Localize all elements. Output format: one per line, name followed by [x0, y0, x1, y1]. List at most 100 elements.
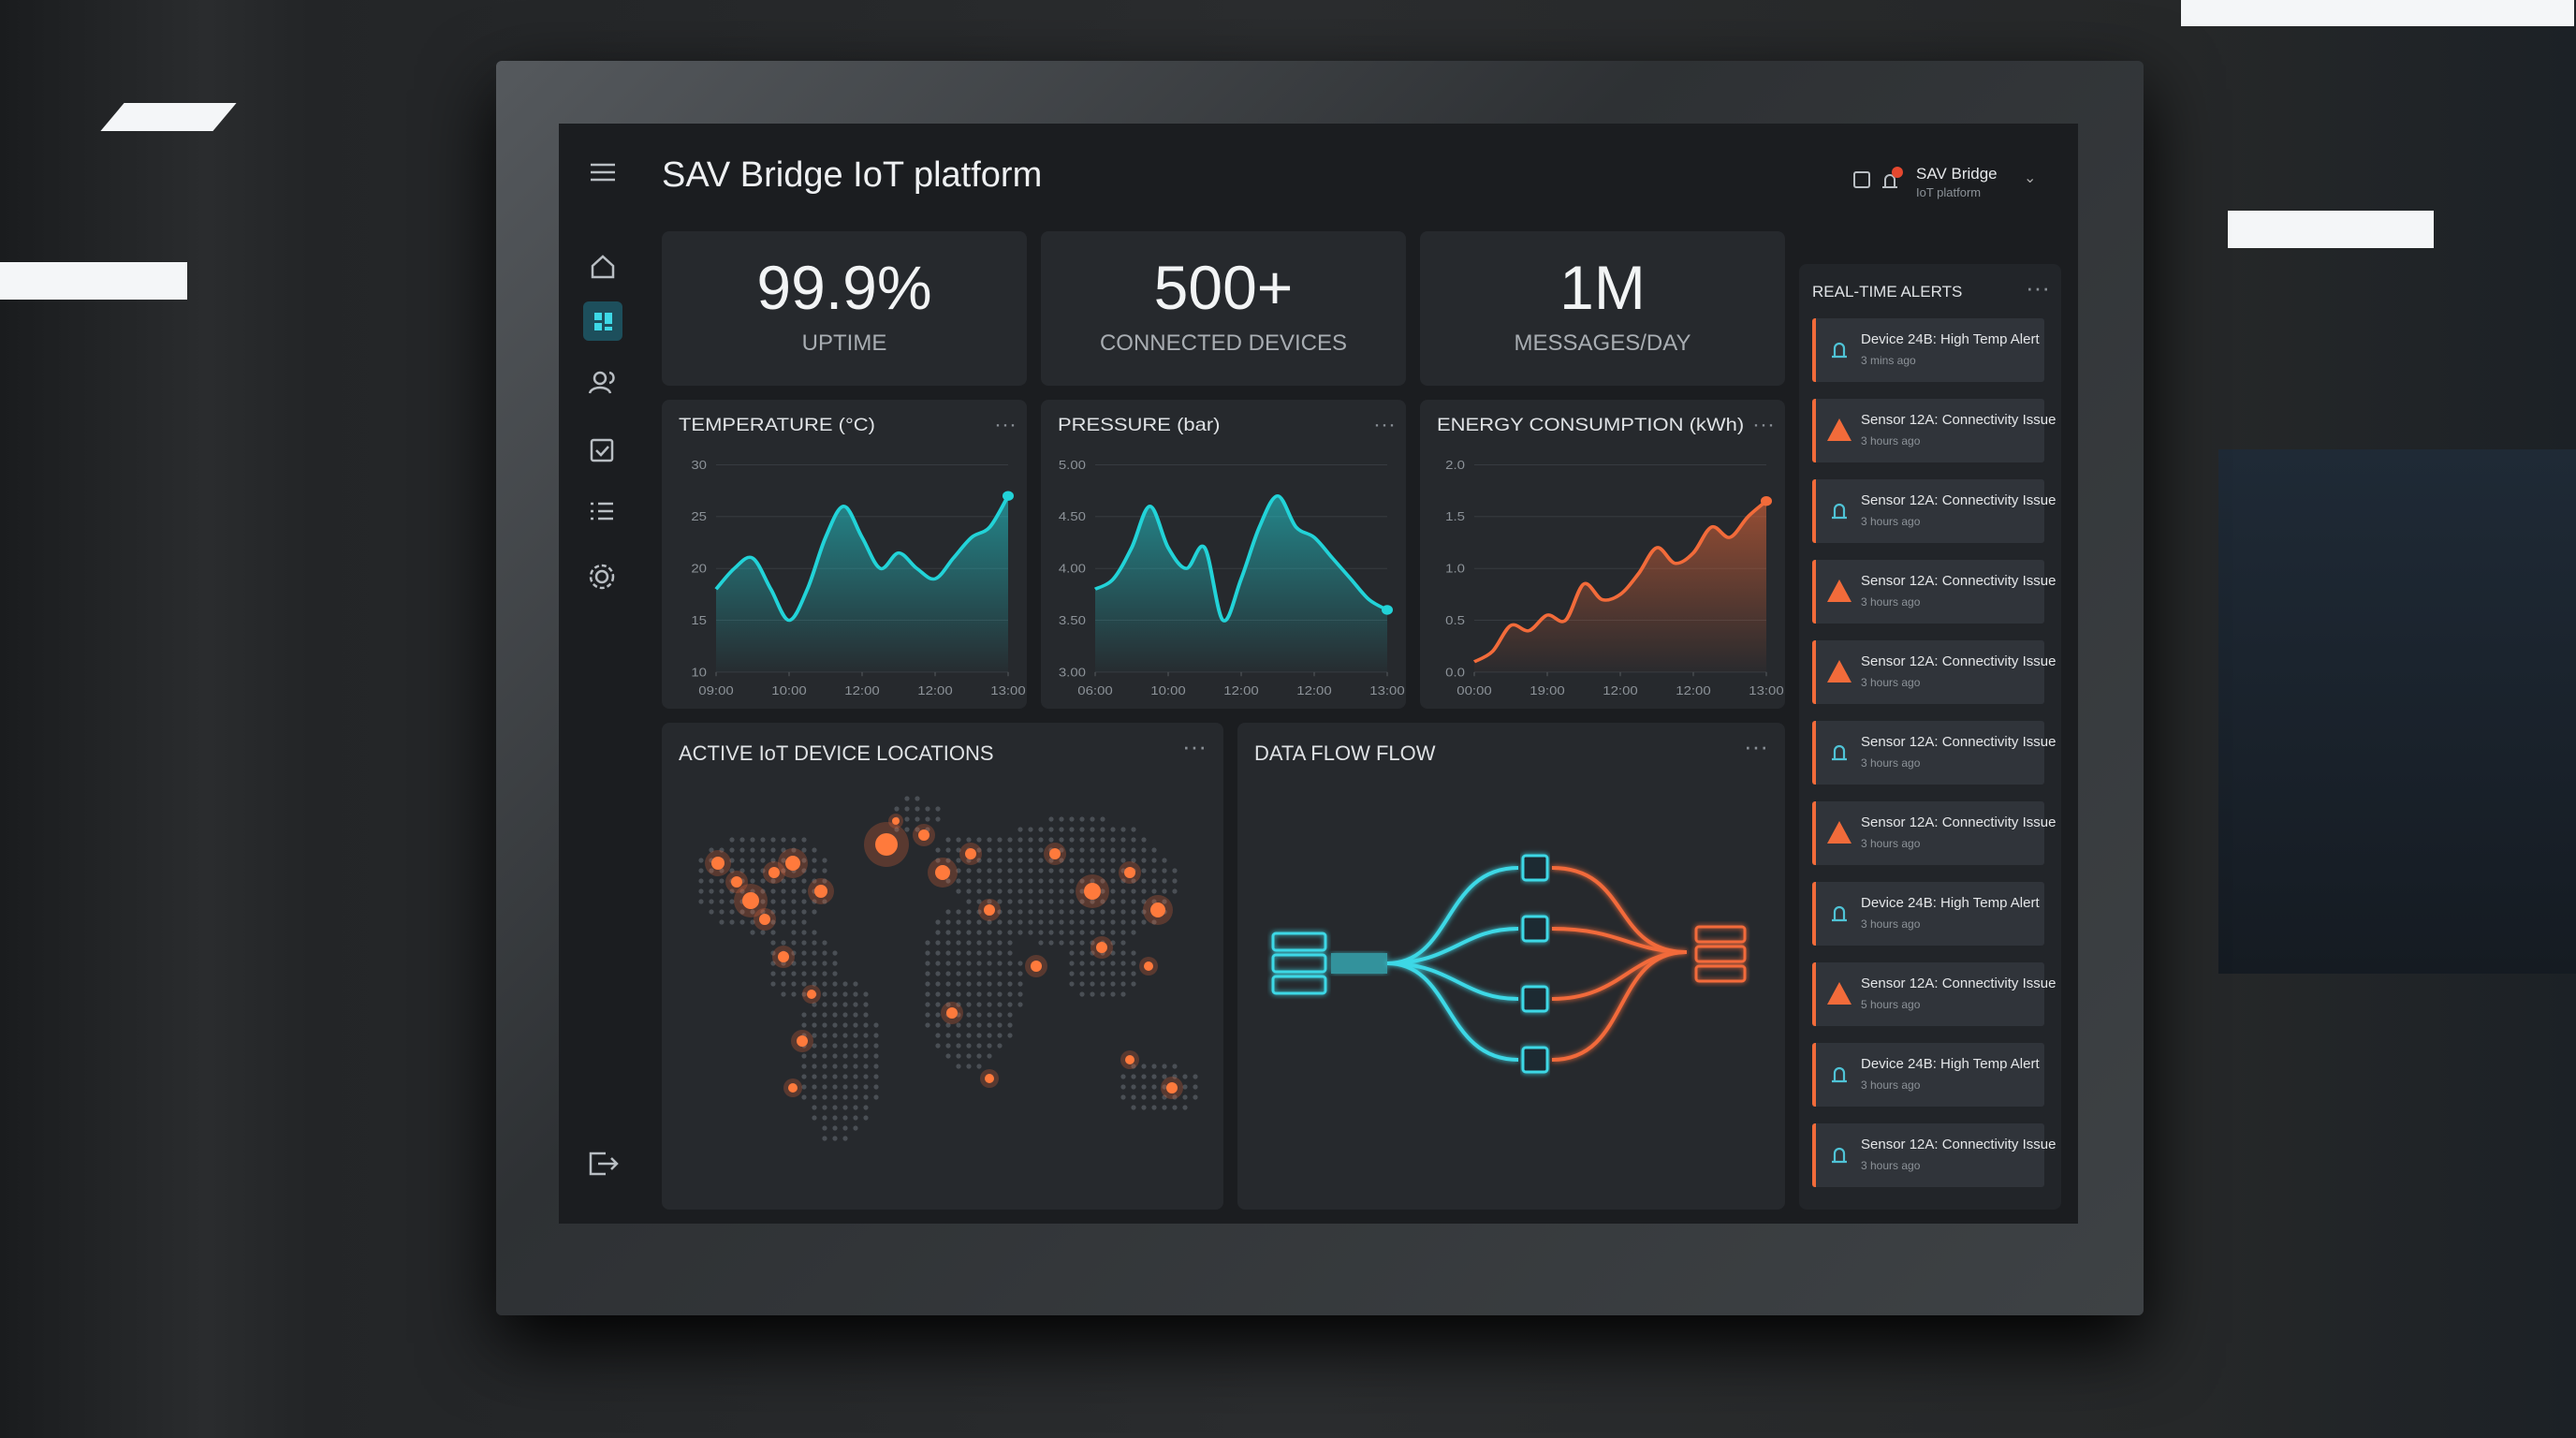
map-dot: [853, 1094, 858, 1100]
map-dot: [1182, 1074, 1188, 1079]
map-dot: [1090, 991, 1095, 997]
user-dropdown[interactable]: ⌄: [2024, 170, 2037, 186]
menu-icon[interactable]: [591, 163, 615, 182]
map-dot: [956, 950, 961, 956]
map-dot: [935, 961, 941, 966]
alert-title: Sensor 12A: Connectivity Issue: [1861, 573, 2056, 589]
map-dot: [698, 888, 704, 894]
map-dot: [801, 888, 807, 894]
map-dot: [1131, 971, 1136, 976]
map-dot: [1007, 930, 1013, 935]
hotspot: [985, 1074, 994, 1083]
map-dot: [822, 940, 827, 946]
tasks-icon[interactable]: [590, 438, 614, 462]
map-dot: [956, 1002, 961, 1007]
map-dot: [750, 930, 755, 935]
map-dot: [1059, 919, 1064, 925]
line: [1093, 493, 1389, 623]
map-dot: [1090, 847, 1095, 853]
y-tick-label: 15: [691, 613, 707, 627]
alert-item[interactable]: Sensor 12A: Connectivity Issue 3 hours ag…: [1812, 399, 2056, 462]
dashboard-active[interactable]: [583, 301, 622, 341]
map-dot: [1007, 1033, 1013, 1038]
alert-item[interactable]: Sensor 12A: Connectivity Issue 3 hours ag…: [1812, 479, 2056, 543]
map-dot: [956, 847, 961, 853]
y-tick-label: 30: [691, 458, 707, 472]
alert-item[interactable]: Device 24B: High Temp Alert 3 hours ago: [1812, 1043, 2044, 1107]
message-icon[interactable]: [1853, 171, 1870, 188]
map-dot: [976, 1002, 982, 1007]
alert-item[interactable]: Sensor 12A: Connectivity Issue 5 hours ag…: [1812, 962, 2056, 1026]
panel-menu[interactable]: ···: [1182, 732, 1207, 760]
alert-item[interactable]: Sensor 12A: Connectivity Issue 3 hours ag…: [1812, 640, 2056, 704]
alert-icon: [1832, 1147, 1847, 1164]
logout-icon[interactable]: [589, 1152, 619, 1176]
map-dot: [750, 919, 755, 925]
map-dot: [863, 1115, 869, 1121]
map-dot: [1028, 888, 1033, 894]
alert-item[interactable]: Sensor 12A: Connectivity Issue 3 hours ag…: [1812, 721, 2056, 785]
map-dot: [915, 796, 920, 801]
map-dot: [1162, 1084, 1167, 1090]
map-dot: [997, 888, 1003, 894]
map-dot: [822, 1136, 827, 1141]
bell-icon: [1832, 905, 1847, 922]
map-dot: [1069, 971, 1075, 976]
map-dot: [1038, 930, 1044, 935]
map-dot: [863, 1043, 869, 1049]
map-dot: [925, 1012, 930, 1018]
map-dot: [1038, 837, 1044, 843]
map-dot: [832, 1053, 838, 1059]
map-dot: [791, 961, 797, 966]
alert-item[interactable]: Sensor 12A: Connectivity Issue 3 hours ag…: [1812, 801, 2056, 865]
map-dot: [770, 930, 776, 935]
alert-item[interactable]: Device 24B: High Temp Alert 3 hours ago: [1812, 882, 2044, 946]
map-dot: [976, 940, 982, 946]
map-dot: [935, 991, 941, 997]
map-dot: [873, 1064, 879, 1069]
panel-menu[interactable]: ···: [2026, 273, 2050, 301]
map-dot: [781, 919, 786, 925]
map-dot: [739, 909, 745, 915]
map-dot: [1059, 888, 1064, 894]
map-dot: [801, 837, 807, 843]
map-dot: [832, 1064, 838, 1069]
bell-icon[interactable]: [1882, 174, 1897, 188]
map-dot: [987, 888, 992, 894]
users-icon[interactable]: [588, 371, 615, 394]
map-dot: [1100, 816, 1105, 822]
map-dot: [997, 981, 1003, 987]
settings-icon[interactable]: [589, 564, 615, 590]
map-dot: [966, 837, 972, 843]
user-name[interactable]: SAV Bridge: [1916, 165, 1998, 183]
alert-item[interactable]: Sensor 12A: Connectivity Issue 3 hours ag…: [1812, 1123, 2056, 1187]
panel-menu[interactable]: ···: [1744, 732, 1768, 760]
map-dot: [1120, 888, 1126, 894]
map-dot: [781, 868, 786, 873]
map-dot: [801, 981, 807, 987]
map-dot: [1110, 971, 1116, 976]
alert-icon: [1832, 342, 1847, 359]
alert-item[interactable]: Sensor 12A: Connectivity Issue 3 hours ag…: [1812, 560, 2056, 624]
map-dot: [1038, 909, 1044, 915]
map-dot: [719, 868, 724, 873]
map-dot: [853, 1125, 858, 1131]
map-dot: [1141, 1064, 1147, 1069]
list-icon[interactable]: [591, 502, 613, 521]
map-dot: [709, 868, 714, 873]
hotspot: [742, 892, 759, 909]
map-dot: [945, 981, 951, 987]
map-dot: [1120, 961, 1126, 966]
alert-icon: [1832, 1066, 1847, 1083]
alert-time: 3 hours ago: [1861, 434, 1921, 448]
map-dot: [987, 940, 992, 946]
map-dot: [822, 1022, 827, 1028]
map-dot: [832, 1084, 838, 1090]
home-icon[interactable]: [591, 255, 615, 279]
map-dot: [1048, 837, 1054, 843]
map-dot: [966, 1064, 972, 1069]
map-dot: [863, 991, 869, 997]
alert-item[interactable]: Device 24B: High Temp Alert 3 mins ago: [1812, 318, 2044, 382]
map-dot: [1017, 868, 1023, 873]
map-dot: [812, 1053, 817, 1059]
